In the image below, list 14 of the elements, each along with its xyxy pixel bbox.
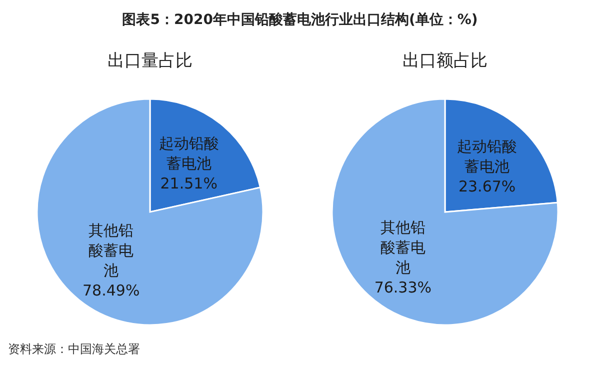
slice-label: 其他铅酸蓄电池 xyxy=(88,221,134,280)
data-label: 21.51% xyxy=(160,174,218,193)
data-label: 23.67% xyxy=(458,177,516,196)
slice-label: 起动铅酸蓄电池 xyxy=(158,134,219,173)
text: 图表5：2020年中国铅酸蓄电池行业出口结构(单位：%) xyxy=(122,12,478,28)
text: 资料来源：中国海关总署 xyxy=(8,342,140,356)
data-label: 78.49% xyxy=(82,281,140,300)
slice-label: 起动铅酸蓄电池 xyxy=(457,137,518,176)
pie-slice xyxy=(36,98,264,326)
chart-subtitle: 出口量占比 xyxy=(108,51,192,71)
data-label: 76.33% xyxy=(374,278,432,297)
slice-label: 其他铅酸蓄电池 xyxy=(380,218,426,277)
chart-title: 出口额占比 xyxy=(402,51,488,71)
pie-slice xyxy=(331,98,559,326)
